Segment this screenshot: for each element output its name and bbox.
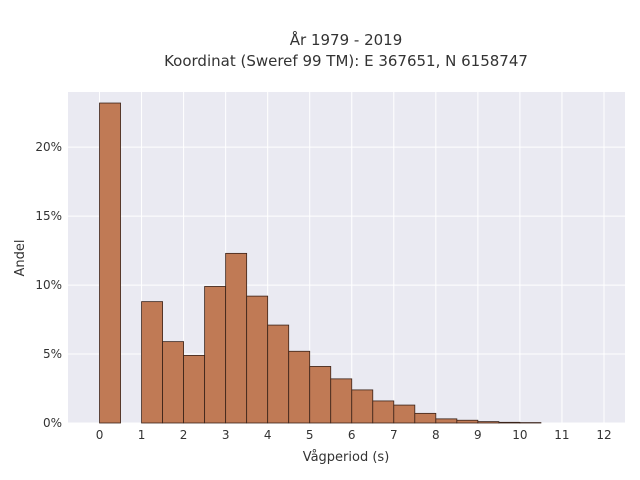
x-tick-label: 4	[264, 428, 272, 442]
x-tick-label: 11	[554, 428, 569, 442]
histogram-bar	[162, 341, 185, 424]
bars-group	[99, 102, 542, 424]
x-tick-label: 5	[306, 428, 314, 442]
histogram-bar	[183, 355, 206, 424]
x-tick-label: 8	[432, 428, 440, 442]
histogram-bar	[414, 412, 437, 424]
x-tick-label: 1	[138, 428, 146, 442]
x-tick-label: 3	[222, 428, 230, 442]
histogram-bar	[267, 324, 290, 424]
histogram-bar	[330, 378, 353, 424]
x-tick-label: 6	[348, 428, 356, 442]
histogram-bar	[225, 252, 248, 424]
histogram-bar	[99, 102, 121, 424]
x-tick-label: 2	[180, 428, 188, 442]
histogram-bar	[498, 421, 521, 424]
histogram-bar	[204, 286, 227, 424]
x-tick-label: 0	[96, 428, 104, 442]
histogram-bar	[372, 400, 395, 424]
histogram-bar	[456, 419, 479, 424]
y-tick-label: 0%	[43, 416, 62, 430]
y-tick-label: 20%	[35, 140, 62, 154]
chart-title-line1: År 1979 - 2019	[290, 30, 403, 49]
histogram-bar	[246, 295, 269, 424]
x-tick-label: 10	[512, 428, 527, 442]
x-tick-label: 9	[474, 428, 482, 442]
y-tick-label: 15%	[35, 209, 62, 223]
y-axis-ticks: 0% 5% 10% 15% 20%	[35, 140, 62, 430]
histogram-bar	[393, 404, 416, 424]
histogram-bar	[141, 301, 163, 424]
x-axis-label: Vågperiod (s)	[303, 450, 390, 465]
histogram-bar	[288, 350, 311, 424]
x-tick-label: 7	[390, 428, 398, 442]
x-axis-ticks: 0 1 2 3 4 5 6 7 8 9 10 11 12	[96, 428, 612, 442]
y-tick-label: 10%	[35, 278, 62, 292]
y-tick-label: 5%	[43, 347, 62, 361]
histogram-bar	[351, 389, 374, 424]
y-axis-label: Andel	[13, 240, 28, 277]
histogram-bar	[435, 418, 458, 424]
chart-title-line2: Koordinat (Sweref 99 TM): E 367651, N 61…	[164, 52, 528, 70]
x-tick-label: 12	[596, 428, 611, 442]
histogram-bar	[309, 366, 332, 424]
histogram-bar	[477, 421, 500, 424]
